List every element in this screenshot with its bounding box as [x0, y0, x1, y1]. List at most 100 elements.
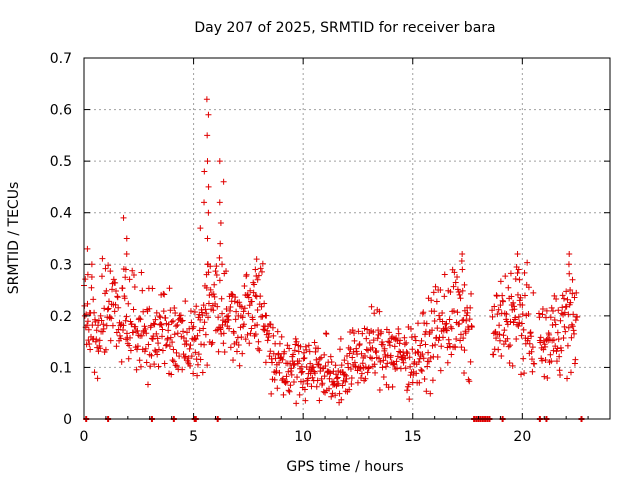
- data-point: [263, 312, 270, 319]
- data-point: [518, 332, 525, 339]
- data-point: [415, 359, 422, 366]
- data-point: [282, 379, 289, 386]
- data-point: [539, 311, 546, 318]
- data-point: [332, 362, 339, 369]
- data-point: [358, 370, 365, 377]
- data-point: [94, 375, 101, 382]
- data-point: [339, 382, 346, 389]
- data-point: [368, 303, 375, 310]
- data-point: [564, 375, 571, 382]
- data-point: [559, 304, 566, 311]
- data-point: [139, 287, 146, 294]
- data-point: [489, 313, 496, 320]
- data-point: [349, 327, 356, 334]
- data-point: [290, 362, 297, 369]
- data-point: [497, 278, 504, 285]
- data-point: [557, 372, 564, 379]
- data-point: [199, 312, 206, 319]
- data-point: [432, 341, 439, 348]
- data-point: [364, 326, 371, 333]
- data-point: [187, 308, 194, 315]
- data-point: [542, 357, 549, 364]
- data-point: [100, 325, 107, 332]
- data-point: [223, 268, 230, 275]
- data-point: [190, 370, 197, 377]
- data-point: [421, 375, 428, 382]
- data-point: [326, 375, 333, 382]
- data-point: [103, 322, 110, 329]
- data-point: [226, 325, 233, 332]
- data-point: [293, 338, 300, 345]
- data-point: [510, 319, 517, 326]
- data-point: [349, 354, 356, 361]
- data-point: [267, 348, 274, 355]
- data-point: [380, 357, 387, 364]
- data-point: [200, 325, 207, 332]
- data-point: [521, 292, 528, 299]
- data-point: [103, 287, 110, 294]
- data-point: [447, 289, 454, 296]
- data-point: [218, 295, 225, 302]
- data-point: [187, 362, 194, 369]
- data-point: [501, 327, 508, 334]
- y-tick-label: 0.4: [50, 206, 72, 222]
- data-point: [223, 313, 230, 320]
- data-point: [273, 367, 280, 374]
- data-point: [515, 266, 522, 273]
- data-point: [365, 347, 372, 354]
- data-point: [146, 305, 153, 312]
- data-point: [213, 263, 220, 270]
- data-point: [468, 290, 475, 297]
- data-point: [252, 266, 259, 273]
- data-point: [567, 369, 574, 376]
- data-point: [179, 317, 186, 324]
- data-point: [104, 306, 111, 313]
- data-point: [348, 381, 355, 388]
- data-point: [203, 284, 210, 291]
- data-point: [568, 334, 575, 341]
- data-point: [244, 331, 251, 338]
- data-point: [319, 380, 326, 387]
- data-point: [281, 348, 288, 355]
- data-point: [439, 310, 446, 317]
- data-point: [338, 362, 345, 369]
- data-point: [107, 268, 114, 275]
- data-point: [259, 260, 266, 267]
- data-point: [379, 364, 386, 371]
- data-point: [383, 363, 390, 370]
- data-point: [543, 307, 550, 314]
- data-point: [154, 351, 161, 358]
- data-point: [454, 309, 461, 316]
- data-point: [425, 358, 432, 365]
- data-point: [309, 374, 316, 381]
- data-point: [402, 355, 409, 362]
- data-point: [291, 361, 298, 368]
- data-point: [372, 369, 379, 376]
- data-point: [210, 291, 217, 298]
- data-point: [133, 366, 140, 373]
- data-point: [205, 314, 212, 321]
- data-point: [161, 360, 168, 367]
- data-point: [166, 285, 173, 292]
- data-point: [308, 364, 315, 371]
- data-point: [346, 386, 353, 393]
- data-point: [285, 387, 292, 394]
- data-point: [315, 345, 322, 352]
- data-point: [98, 317, 105, 324]
- data-point: [423, 320, 430, 327]
- data-point: [504, 321, 511, 328]
- data-point: [455, 289, 462, 296]
- data-point: [553, 348, 560, 355]
- data-point: [404, 350, 411, 357]
- data-point: [220, 330, 227, 337]
- data-point: [321, 351, 328, 358]
- data-point: [137, 363, 144, 370]
- data-point: [333, 375, 340, 382]
- data-point: [513, 336, 520, 343]
- data-point: [395, 330, 402, 337]
- data-point: [145, 341, 152, 348]
- data-point: [443, 326, 450, 333]
- data-point: [95, 322, 102, 329]
- data-point: [370, 328, 377, 335]
- data-point: [245, 294, 252, 301]
